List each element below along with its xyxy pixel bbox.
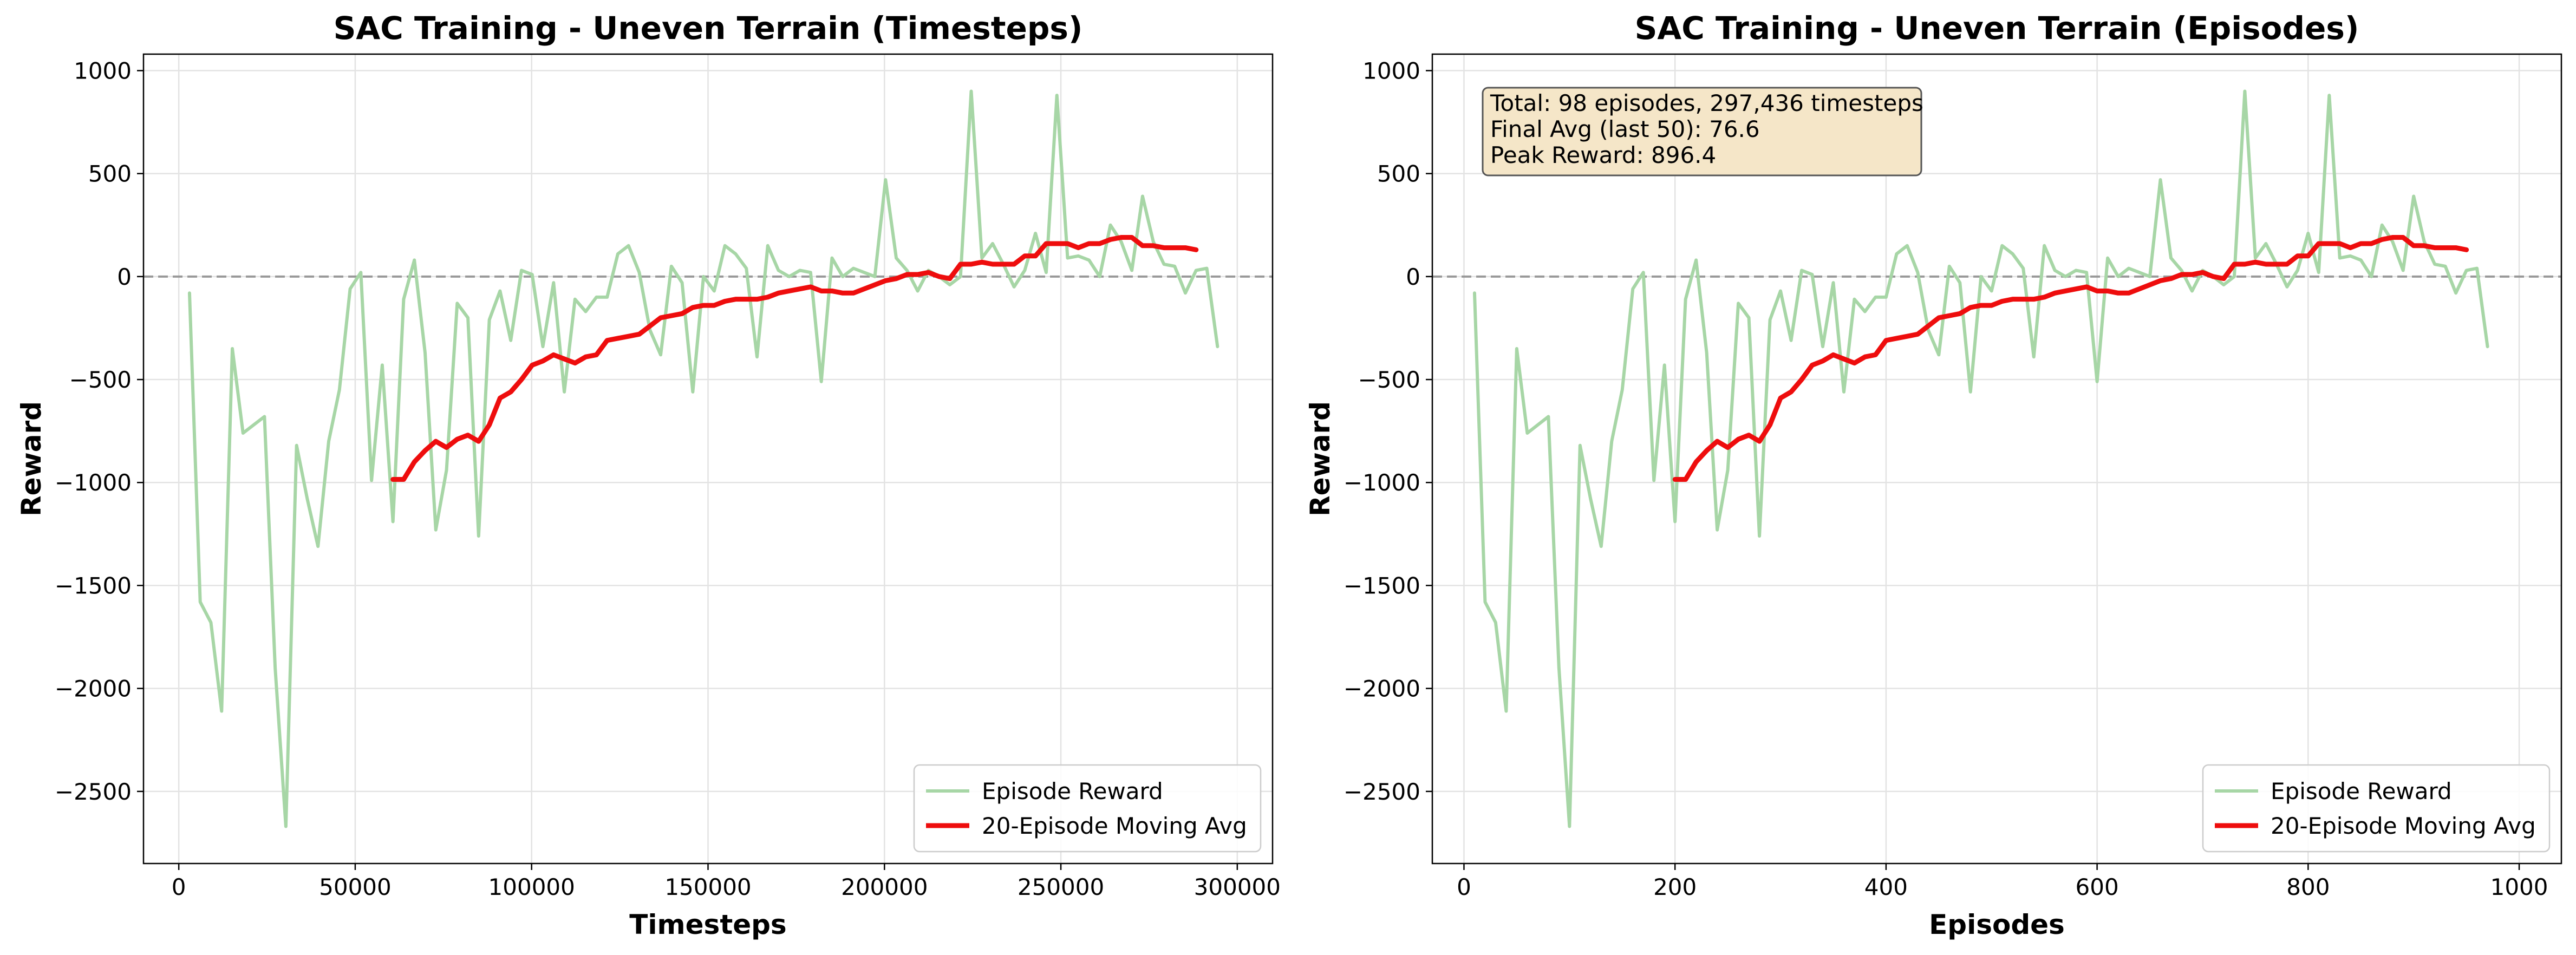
info-box-line: Final Avg (last 50): 76.6 xyxy=(1490,116,1760,142)
chart-title: SAC Training - Uneven Terrain (Timesteps… xyxy=(334,10,1083,47)
info-box: Total: 98 episodes, 297,436 timestepsFin… xyxy=(1482,87,1923,176)
x-axis-label: Timesteps xyxy=(629,909,786,940)
y-axis-label: Reward xyxy=(16,401,47,516)
x-tick-label: 250000 xyxy=(1018,874,1104,900)
y-tick-label: −500 xyxy=(69,367,132,393)
y-axis-label: Reward xyxy=(1305,401,1336,516)
y-tick-label: −2500 xyxy=(1344,779,1420,805)
legend: Episode Reward 20-Episode Moving Avg xyxy=(2202,764,2551,853)
episode-reward-line xyxy=(187,89,1219,828)
y-tick-label: 0 xyxy=(1406,264,1420,290)
plot-area xyxy=(187,89,1219,828)
y-tick-label: 1000 xyxy=(1362,57,1420,84)
x-tick-label: 0 xyxy=(172,874,186,900)
x-tick-label: 150000 xyxy=(664,874,751,900)
x-tick-label: 400 xyxy=(1864,874,1908,900)
episode-reward-line xyxy=(1472,89,2489,828)
plot-area xyxy=(1472,89,2489,828)
x-axis-label: Episodes xyxy=(1929,909,2065,940)
y-tick-label: 500 xyxy=(1377,161,1420,187)
x-tick-label: 100000 xyxy=(488,874,575,900)
legend-box xyxy=(2202,764,2551,853)
grid-lines xyxy=(144,54,1273,864)
axes-frame xyxy=(1431,53,2562,865)
legend-box xyxy=(913,764,1262,853)
y-tick-label: −1000 xyxy=(55,469,132,496)
x-tick-label: 1000 xyxy=(2490,874,2548,900)
y-tick-label: −2000 xyxy=(55,676,132,702)
legend-label: 20-Episode Moving Avg xyxy=(2271,813,2536,839)
x-tick-label: 800 xyxy=(2286,874,2330,900)
x-tick-label: 0 xyxy=(1457,874,1471,900)
moving-average-line xyxy=(1672,235,2469,482)
legend: Episode Reward 20-Episode Moving Avg xyxy=(913,764,1262,853)
moving-average-line xyxy=(390,235,1199,482)
chart-panel-1: 0 50000 100000 150000 200000 250000 300000 −250… xyxy=(16,10,1281,940)
y-tick-label: −1500 xyxy=(55,572,132,599)
y-tick-label: 1000 xyxy=(74,57,132,84)
y-tick-label: −2500 xyxy=(55,779,132,805)
x-tick-label: 200 xyxy=(1653,874,1697,900)
x-tick-label: 600 xyxy=(2076,874,2119,900)
y-tick-label: 0 xyxy=(117,264,132,290)
info-box-frame xyxy=(1482,87,1922,176)
y-tick-label: −1000 xyxy=(1344,469,1420,496)
y-tick-label: 500 xyxy=(88,161,132,187)
info-box-line: Peak Reward: 896.4 xyxy=(1490,142,1716,168)
x-tick-label: 200000 xyxy=(841,874,928,900)
y-tick-label: −1500 xyxy=(1344,572,1420,599)
x-tick-label: 50000 xyxy=(319,874,392,900)
chart-title: SAC Training - Uneven Terrain (Episodes) xyxy=(1635,10,2359,47)
legend-label: Episode Reward xyxy=(982,778,1163,804)
y-tick-label: −2000 xyxy=(1344,676,1420,702)
x-tick-label: 300000 xyxy=(1194,874,1281,900)
legend-label: Episode Reward xyxy=(2271,778,2452,804)
legend-label: 20-Episode Moving Avg xyxy=(982,813,1247,839)
chart-panel-2: 0 200 400 600 800 1000 −2500 −2000 −1500 −1000 −50… xyxy=(1305,10,2562,940)
info-box-line: Total: 98 episodes, 297,436 timesteps xyxy=(1490,90,1923,116)
y-tick-label: −500 xyxy=(1358,367,1420,393)
